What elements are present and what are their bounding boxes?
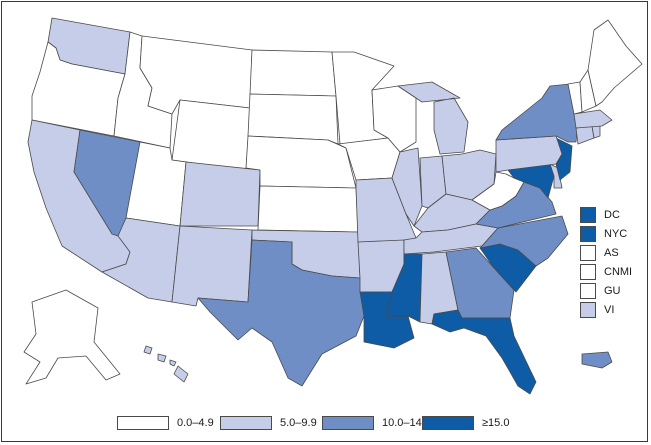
rate-swatch xyxy=(322,416,374,430)
rate-label: 0.0–4.9 xyxy=(177,417,214,429)
rate-legend-item: 10.0–14.9 xyxy=(322,415,431,431)
state-fl xyxy=(431,309,537,395)
territory-swatch xyxy=(580,226,596,242)
territory-label: GU xyxy=(604,285,621,297)
state-wv xyxy=(471,171,525,211)
rate-label: ≥15.0 xyxy=(482,417,510,429)
territory-legend-item: VI xyxy=(580,302,614,318)
state-pr xyxy=(581,351,613,369)
state-wy xyxy=(171,99,251,171)
rate-swatch xyxy=(220,416,272,430)
state-nm xyxy=(171,225,253,307)
state-me xyxy=(587,19,643,107)
territory-label: AS xyxy=(604,247,619,259)
territory-legend-item: CNMI xyxy=(580,264,632,280)
state-hi xyxy=(143,345,189,383)
rate-swatch xyxy=(117,416,169,430)
rate-legend: 0.0–4.9 5.0–9.9 10.0–14.9 ≥15.0 xyxy=(2,415,649,433)
states-layer xyxy=(23,17,643,395)
territory-label: CNMI xyxy=(604,266,633,278)
state-nd xyxy=(249,49,337,97)
state-ma xyxy=(573,109,613,129)
state-ct xyxy=(575,125,595,145)
state-co xyxy=(179,161,261,227)
territory-label: NYC xyxy=(604,228,628,240)
territory-label: VI xyxy=(604,304,615,316)
territory-swatch xyxy=(580,207,596,223)
territory-legend-item: DC xyxy=(580,207,620,223)
territory-legend-item: NYC xyxy=(580,226,627,242)
rate-legend-item: 0.0–4.9 xyxy=(117,415,214,431)
territory-swatch xyxy=(580,264,596,280)
rate-swatch xyxy=(422,416,474,430)
state-nc xyxy=(479,215,569,267)
state-mi xyxy=(397,81,469,155)
rate-legend-item: 5.0–9.9 xyxy=(220,415,317,431)
rate-label: 10.0–14.9 xyxy=(382,417,431,429)
territory-swatch xyxy=(580,302,596,318)
territory-legend-item: AS xyxy=(580,245,619,261)
state-ny xyxy=(495,83,579,143)
territory-label: DC xyxy=(604,209,620,221)
state-ks xyxy=(257,185,359,233)
state-tx xyxy=(197,239,365,387)
territory-swatch xyxy=(580,283,596,299)
state-ak xyxy=(23,289,121,385)
rate-legend-item: ≥15.0 xyxy=(422,415,509,431)
territory-legend-item: GU xyxy=(580,283,621,299)
territory-swatch xyxy=(580,245,596,261)
rate-label: 5.0–9.9 xyxy=(280,417,317,429)
